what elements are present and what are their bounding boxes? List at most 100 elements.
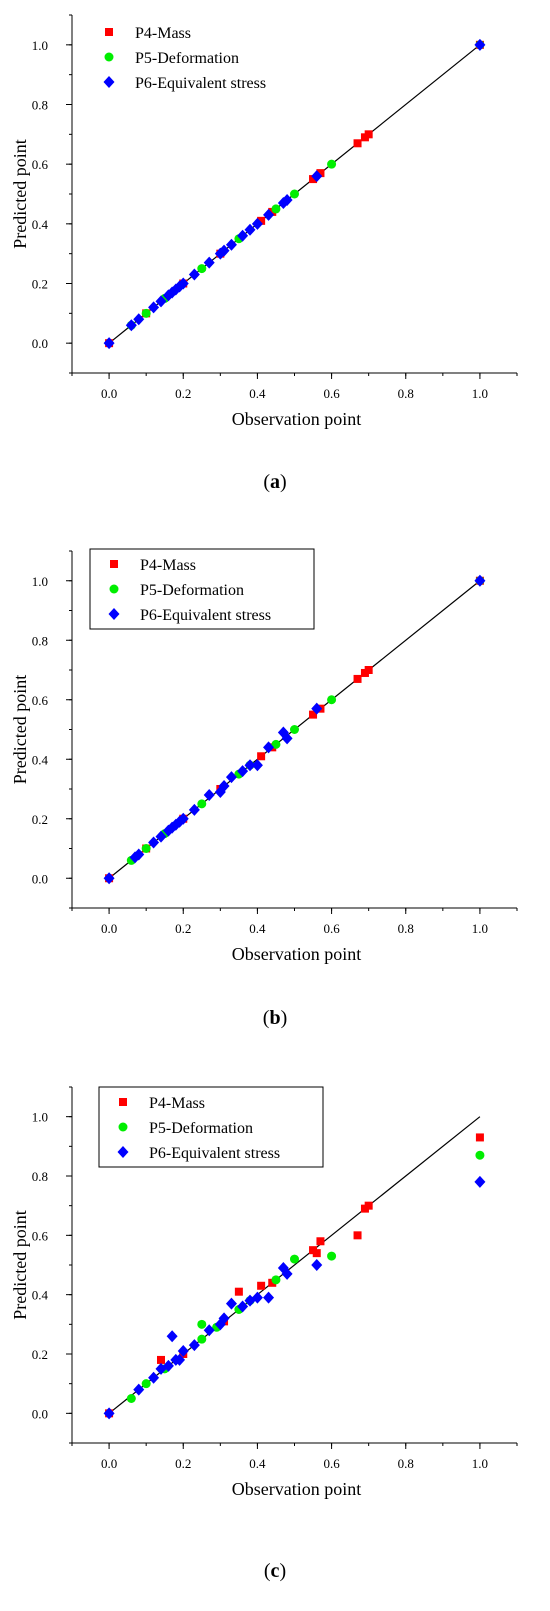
legend-box — [98, 1086, 324, 1168]
data-point — [177, 812, 189, 825]
data-point — [353, 674, 362, 683]
data-point — [353, 1231, 362, 1240]
data-point — [263, 1291, 275, 1304]
x-tick-label: 0.4 — [249, 1456, 266, 1471]
chart-panel-c: 0.0 0.2 0.4 0.6 0.8 1.0 0.0 0.2 0.4 0.6 0.8 1.0 Obse… — [10, 1086, 518, 1582]
y-tick-label: 0.0 — [32, 336, 48, 351]
x-tick-label: 0.2 — [175, 386, 191, 401]
data-point — [271, 204, 281, 214]
legend-marker — [110, 560, 118, 568]
data-point — [257, 752, 266, 761]
y-tick-label: 0.6 — [32, 1228, 49, 1243]
y-tick-label: 0.2 — [32, 812, 48, 827]
data-point — [197, 1319, 207, 1329]
data-point — [157, 1355, 165, 1364]
x-tick-label: 1.0 — [472, 1456, 488, 1471]
data-point — [257, 216, 266, 225]
data-point — [312, 1249, 321, 1258]
data-point — [197, 799, 207, 809]
data-point — [263, 208, 275, 221]
data-point — [263, 741, 275, 754]
data-point — [166, 1330, 178, 1343]
data-point — [141, 1379, 151, 1389]
data-point — [197, 264, 207, 274]
y-axis-title: Predicted point — [10, 1210, 30, 1319]
chart-panel-a: 0.0 0.2 0.4 0.6 0.8 1.0 0.0 0.2 0.4 0.6 0.8 1.0 Obse… — [10, 14, 518, 493]
data-point — [188, 803, 200, 816]
series-p6-equivalent-stress — [103, 1175, 486, 1420]
data-point — [316, 1237, 325, 1246]
legend-label: P5-Deformation — [140, 582, 244, 599]
x-tick-label: 0.6 — [323, 921, 340, 936]
legend-marker — [103, 76, 115, 88]
data-point — [225, 771, 237, 784]
legend-label: P6-Equivalent stress — [140, 607, 271, 624]
x-tick-label: 0.6 — [323, 386, 340, 401]
figure-caption: (a) — [263, 471, 286, 493]
y-tick-label: 1.0 — [32, 38, 48, 53]
data-point — [474, 574, 486, 587]
data-point — [475, 1133, 484, 1142]
data-point — [237, 765, 249, 778]
data-point — [133, 848, 145, 861]
data-point — [174, 1353, 186, 1366]
legend: P4-Mass P5-Deformation P6-Equivalent stres… — [103, 25, 266, 92]
y-tick-label: 0.6 — [32, 693, 49, 708]
x-tick-label: 0.4 — [249, 921, 266, 936]
legend-label: P6-Equivalent stress — [149, 1145, 280, 1162]
data-point — [155, 830, 167, 843]
data-point — [218, 1312, 230, 1325]
data-point — [103, 1407, 115, 1420]
data-point — [474, 1175, 486, 1188]
series-p6-equivalent-stress — [103, 574, 486, 885]
data-point — [148, 301, 160, 314]
data-point — [225, 238, 237, 251]
data-point — [327, 1251, 337, 1261]
data-point — [133, 1383, 145, 1396]
data-point — [103, 872, 115, 885]
legend-marker — [108, 608, 120, 620]
y-tick-label: 0.8 — [32, 98, 48, 113]
data-point — [251, 217, 263, 230]
data-point — [290, 1254, 299, 1264]
data-point — [103, 337, 115, 350]
data-point — [133, 313, 145, 326]
x-tick-label: 0.8 — [398, 386, 414, 401]
data-point — [126, 1394, 136, 1403]
legend-marker — [119, 1098, 127, 1106]
data-point — [309, 710, 318, 719]
x-tick-label: 0.0 — [101, 386, 117, 401]
y-tick-label: 0.0 — [32, 1406, 48, 1421]
x-tick-label: 0.2 — [175, 1456, 191, 1471]
y-tick-label: 0.2 — [32, 277, 48, 292]
data-point — [155, 295, 167, 308]
series-p6-equivalent-stress — [103, 38, 486, 350]
y-tick-label: 0.4 — [32, 217, 49, 232]
legend-label: P6-Equivalent stress — [135, 75, 266, 92]
x-tick-label: 0.8 — [398, 1456, 414, 1471]
series-p4-mass — [105, 1133, 484, 1418]
legend-label: P4-Mass — [149, 1095, 205, 1112]
data-point — [148, 1371, 160, 1384]
data-point — [281, 732, 293, 745]
x-axis-title: Observation point — [232, 409, 361, 429]
data-point — [162, 1359, 174, 1372]
x-tick-label: 0.0 — [101, 1456, 117, 1471]
legend-label: P5-Deformation — [149, 1120, 253, 1137]
data-point — [311, 170, 323, 183]
x-tick-label: 0.8 — [398, 921, 414, 936]
legend-marker — [109, 584, 119, 594]
y-tick-label: 1.0 — [32, 1110, 48, 1125]
data-point — [311, 702, 323, 715]
y-tick-label: 0.2 — [32, 1347, 48, 1362]
data-point — [353, 139, 362, 148]
data-point — [244, 759, 256, 772]
data-point — [244, 223, 256, 236]
data-point — [327, 695, 337, 705]
legend: P4-Mass P5-Deformation P6-Equivalent stres… — [98, 1086, 324, 1168]
data-point — [251, 759, 263, 772]
data-point — [203, 256, 215, 269]
data-point — [177, 277, 189, 290]
